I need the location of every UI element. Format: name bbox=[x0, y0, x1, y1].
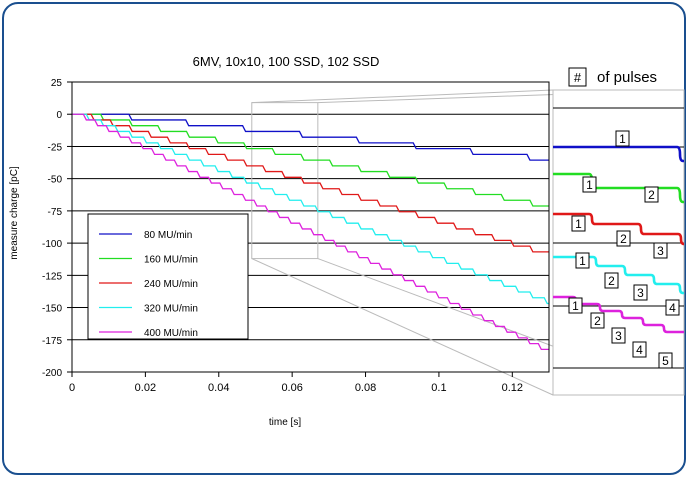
plot-frame bbox=[71, 81, 550, 373]
pulse-number-label: 2 bbox=[648, 188, 655, 202]
series-line-4 bbox=[72, 113, 549, 305]
pulse-number-label: 1 bbox=[619, 132, 626, 146]
y-axis-ticks: 25 0 -25 -50 -75 -100 -125 -150 -175 -200 bbox=[42, 78, 72, 379]
legend-label: 400 MU/min bbox=[144, 328, 198, 339]
pulse-number-box bbox=[611, 327, 626, 344]
series-line-3 bbox=[72, 113, 549, 253]
inset-title: of pulses bbox=[597, 69, 657, 86]
legend-label: 240 MU/min bbox=[144, 279, 198, 290]
y-tick-label: -125 bbox=[42, 271, 62, 282]
zoom-connector-top bbox=[251, 89, 554, 104]
legend-label: 320 MU/min bbox=[144, 304, 198, 315]
y-tick-label: -75 bbox=[48, 207, 63, 218]
pulse-number-box bbox=[575, 252, 590, 269]
y-tick-label: -150 bbox=[42, 304, 62, 315]
y-tick-label: -100 bbox=[42, 239, 62, 250]
zoom-window bbox=[251, 102, 319, 260]
series-line-1 bbox=[72, 113, 549, 161]
inset-hash-box bbox=[568, 67, 587, 87]
pulse-number-box bbox=[644, 186, 659, 203]
pulse-number-label: 2 bbox=[620, 232, 627, 246]
pulse-number-box bbox=[665, 299, 680, 316]
legend-label: 80 MU/min bbox=[144, 230, 192, 241]
y-tick-label: -200 bbox=[42, 368, 62, 379]
pulse-number-label: 1 bbox=[572, 299, 579, 313]
pulse-number-label: 1 bbox=[586, 178, 593, 192]
x-tick-label: 0.04 bbox=[208, 382, 229, 394]
y-tick-label: -25 bbox=[48, 142, 63, 153]
pulse-number-box bbox=[653, 242, 668, 259]
pulse-number-box bbox=[658, 352, 673, 369]
pulse-number-label: 3 bbox=[657, 244, 664, 258]
pulse-number-label: 3 bbox=[615, 329, 622, 343]
x-tick-label: 0.02 bbox=[135, 382, 156, 394]
figure-frame bbox=[2, 2, 686, 475]
x-tick-label: 0.08 bbox=[355, 382, 376, 394]
x-axis-label: time [s] bbox=[269, 417, 301, 428]
pulse-number-label: 3 bbox=[637, 286, 644, 300]
x-tick-label: 0 bbox=[69, 382, 75, 394]
series-line-5 bbox=[72, 113, 549, 351]
zoom-connector-bottom bbox=[251, 258, 554, 396]
x-tick-label: 0.12 bbox=[502, 382, 523, 394]
legend-label: 160 MU/min bbox=[144, 255, 198, 266]
pulse-number-label: 2 bbox=[594, 314, 601, 328]
x-axis-ticks: 0 0.02 0.04 0.06 0.08 0.1 0.12 bbox=[69, 372, 523, 394]
pulse-number-label: 1 bbox=[575, 217, 582, 231]
inset-series-4 bbox=[553, 255, 684, 295]
y-tick-label: 25 bbox=[51, 78, 63, 89]
pulse-number-box bbox=[582, 176, 597, 193]
series-group bbox=[72, 113, 549, 351]
legend: 80 MU/min 160 MU/min 240 MU/min 320 MU/min 4… bbox=[87, 213, 249, 340]
pulse-number-box bbox=[615, 130, 630, 147]
inset-hash-symbol: # bbox=[574, 70, 582, 85]
pulse-number-box bbox=[632, 341, 647, 358]
pulse-number-label: 5 bbox=[662, 354, 669, 368]
pulse-number-box bbox=[616, 230, 631, 247]
pulse-number-label: 4 bbox=[636, 343, 643, 357]
pulse-number-label: 4 bbox=[669, 301, 676, 315]
chart-title: 6MV, 10x10, 100 SSD, 102 SSD bbox=[193, 54, 380, 69]
pulse-number-label: 1 bbox=[579, 254, 586, 268]
pulse-number-box bbox=[590, 312, 605, 329]
inset-series-3 bbox=[553, 212, 685, 246]
pulse-number-box bbox=[604, 272, 619, 289]
pulse-number-label: 2 bbox=[608, 274, 615, 288]
y-tick-label: 0 bbox=[56, 110, 62, 121]
series-line-2 bbox=[72, 113, 549, 207]
inset-series-1 bbox=[553, 145, 684, 163]
x-tick-label: 0.06 bbox=[281, 382, 302, 394]
pulse-number-box bbox=[633, 284, 648, 301]
y-tick-label: -50 bbox=[48, 175, 63, 186]
pulse-number-box bbox=[571, 215, 586, 232]
y-axis-label: measure charge [pC] bbox=[9, 166, 20, 260]
y-tick-label: -175 bbox=[42, 336, 62, 347]
pulse-number-box bbox=[568, 297, 583, 314]
legend-box bbox=[87, 213, 249, 340]
x-tick-label: 0.1 bbox=[431, 382, 446, 394]
